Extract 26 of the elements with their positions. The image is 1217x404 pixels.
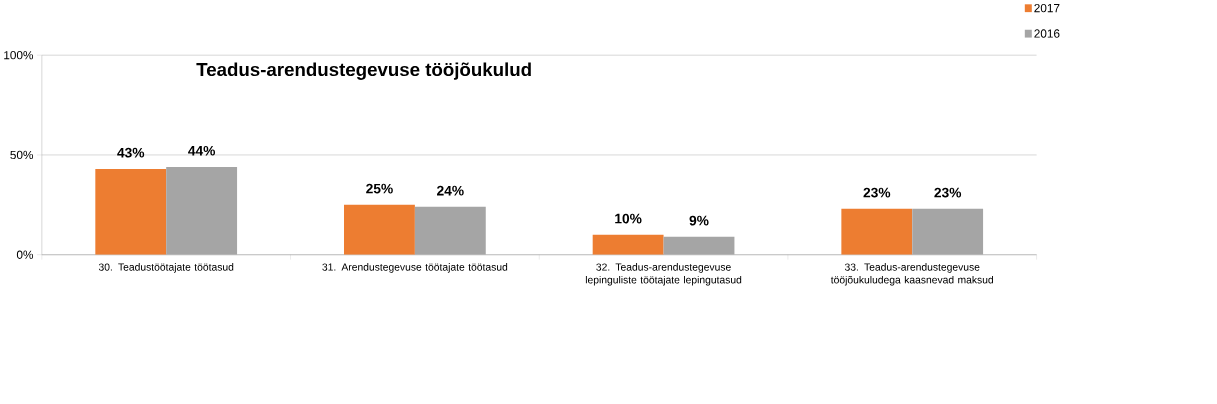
data-label: 23% [863, 187, 891, 198]
bar [166, 166, 238, 255]
bar [414, 206, 486, 255]
bar [841, 208, 913, 255]
data-label: 10% [615, 213, 642, 224]
bar [592, 234, 664, 255]
bar [95, 168, 167, 255]
legend-label: 2016 [1034, 29, 1060, 38]
data-label: 44% [188, 145, 216, 156]
x-tick-label: 33. Teadus-arendustegevuse tööjõukuludega kaasnevad maksud [830, 262, 994, 286]
data-label: 25% [366, 183, 393, 194]
x-tick-label: 32. Teadus-arendustegevuse lepinguliste töötajate lepingutasud [585, 262, 742, 286]
data-label: 43% [117, 147, 145, 158]
x-tick-label: 31. Arendustegevuse töötajate töötasud [322, 262, 508, 273]
bar [663, 236, 735, 255]
data-label: 23% [934, 187, 962, 198]
y-tick-label: 0% [16, 250, 34, 259]
data-label: 9% [689, 215, 709, 226]
chart-title: Teadus-arendustegevuse tööjõukulud [196, 62, 531, 80]
bar [912, 208, 984, 255]
legend-label: 2017 [1034, 3, 1060, 13]
data-label: 24% [437, 185, 464, 196]
y-tick-label: 100% [4, 50, 34, 60]
x-tick-label: 30. Teadustöötajate töötasud [98, 262, 234, 273]
y-tick-label: 50% [10, 150, 34, 159]
bar [344, 204, 415, 255]
